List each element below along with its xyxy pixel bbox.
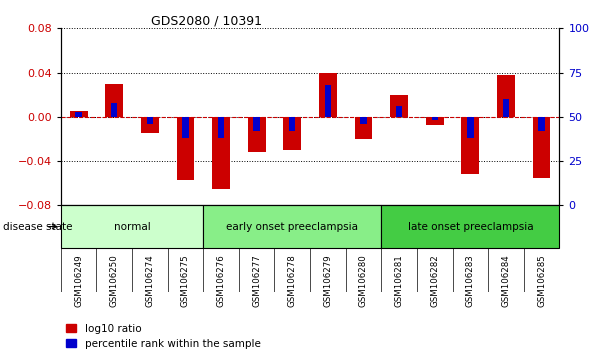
Text: GSM106283: GSM106283 (466, 255, 475, 307)
Text: GSM106250: GSM106250 (109, 255, 119, 307)
Text: GSM106282: GSM106282 (430, 255, 439, 307)
Bar (218, 117, 224, 138)
Text: disease state: disease state (3, 222, 72, 232)
Bar (147, 117, 153, 124)
Text: GSM106275: GSM106275 (181, 255, 190, 307)
Text: GSM106277: GSM106277 (252, 255, 261, 307)
Bar (538, 117, 545, 131)
Bar (283, 117, 301, 150)
Bar (176, 117, 195, 180)
Bar (461, 117, 479, 175)
Bar (390, 95, 408, 117)
Bar (247, 117, 266, 152)
Legend: log10 ratio, percentile rank within the sample: log10 ratio, percentile rank within the … (66, 324, 261, 349)
Text: normal: normal (114, 222, 150, 232)
Text: GSM106249: GSM106249 (74, 255, 83, 307)
Bar (497, 75, 515, 117)
Bar (354, 117, 372, 139)
Bar (432, 117, 438, 120)
Text: GSM106281: GSM106281 (395, 255, 404, 307)
Text: GSM106276: GSM106276 (216, 255, 226, 307)
Bar (111, 103, 117, 117)
Bar (426, 117, 444, 125)
Text: GSM106279: GSM106279 (323, 255, 333, 307)
Bar (203, 205, 381, 248)
Text: GDS2080 / 10391: GDS2080 / 10391 (151, 14, 261, 27)
Text: GSM106285: GSM106285 (537, 255, 546, 307)
Text: GSM106284: GSM106284 (502, 255, 511, 307)
Bar (325, 85, 331, 117)
Text: early onset preeclampsia: early onset preeclampsia (226, 222, 358, 232)
Text: GSM106278: GSM106278 (288, 255, 297, 307)
Bar (212, 117, 230, 189)
Bar (396, 106, 402, 117)
Bar (533, 117, 550, 178)
Bar (141, 117, 159, 133)
Bar (75, 112, 82, 117)
Bar (503, 99, 509, 117)
Bar (467, 117, 474, 138)
Bar (70, 111, 88, 117)
Bar (182, 117, 188, 138)
Bar (254, 117, 260, 131)
Bar (289, 117, 295, 131)
Text: GSM106280: GSM106280 (359, 255, 368, 307)
Text: late onset preeclampsia: late onset preeclampsia (407, 222, 533, 232)
Bar (105, 84, 123, 117)
Text: GSM106274: GSM106274 (145, 255, 154, 307)
Bar (319, 73, 337, 117)
Bar (361, 117, 367, 124)
Bar (381, 205, 559, 248)
Bar (61, 205, 203, 248)
